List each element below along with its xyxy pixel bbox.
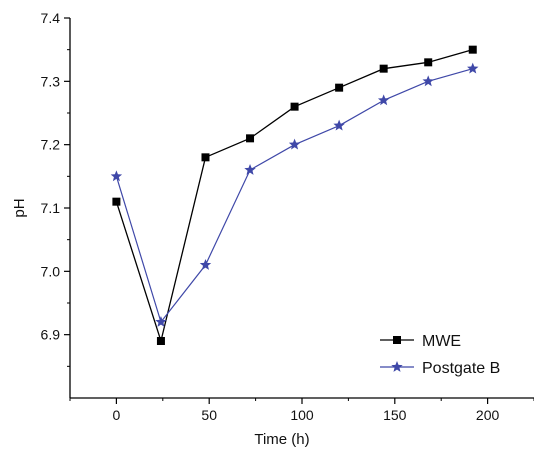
data-point <box>468 45 477 54</box>
legend-marker <box>391 361 403 372</box>
plot-area <box>110 45 479 345</box>
data-point <box>201 153 210 162</box>
data-point <box>199 259 212 270</box>
y-axis-title: pH <box>11 198 28 217</box>
y-tick-label: 6.9 <box>41 327 61 343</box>
data-point <box>288 138 301 150</box>
x-tick-label: 100 <box>290 407 314 423</box>
data-point <box>112 197 121 206</box>
data-point <box>290 102 299 111</box>
x-axis-title: Time (h) <box>254 431 309 448</box>
data-point <box>244 164 256 175</box>
legend-item: Postgate B <box>380 360 500 377</box>
data-point <box>422 75 434 87</box>
axes: 6.9 7.0 7.1 7.2 7.3 7.4 0 50 100 150 200 Time (h) pH <box>11 10 534 448</box>
legend-label: MWE <box>422 333 461 350</box>
y-tick-label: 7.0 <box>41 263 61 279</box>
y-tick-label: 7.4 <box>41 10 61 26</box>
data-point <box>246 134 255 143</box>
y-tick-label: 7.3 <box>41 73 61 89</box>
legend-item: MWE <box>380 333 461 350</box>
y-tick-label: 7.2 <box>41 137 61 153</box>
data-point <box>155 316 167 327</box>
legend: MWE Postgate B <box>380 333 500 377</box>
x-tick-label: 200 <box>476 407 500 423</box>
series-mwe <box>112 45 477 345</box>
data-point <box>379 64 388 73</box>
data-point <box>156 337 165 345</box>
legend-marker <box>393 336 401 344</box>
data-point <box>377 94 390 106</box>
legend-label: Postgate B <box>422 360 500 377</box>
data-point <box>335 83 344 92</box>
y-tick-label: 7.1 <box>41 200 61 216</box>
data-point <box>110 170 123 182</box>
data-point <box>333 119 345 131</box>
x-tick-label: 50 <box>201 407 217 423</box>
series-line <box>115 49 473 344</box>
data-point <box>467 62 479 74</box>
data-point <box>424 58 433 67</box>
series-postgate-b <box>110 62 479 327</box>
x-tick-label: 150 <box>383 407 407 423</box>
x-tick-label: 0 <box>113 407 121 423</box>
